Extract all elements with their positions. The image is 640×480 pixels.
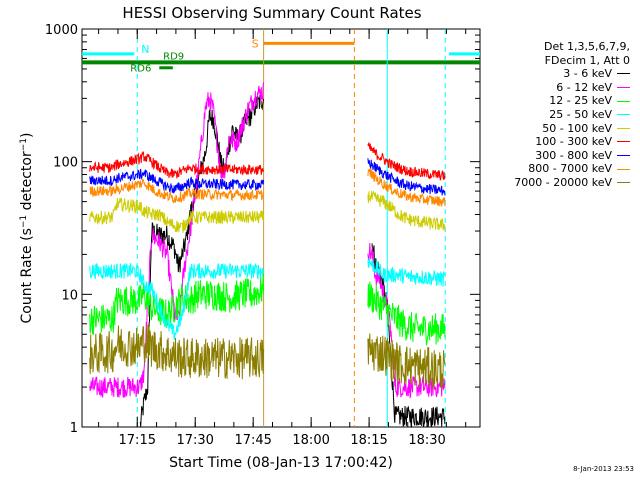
- legend-entry: 800 - 7000 keV: [478, 162, 634, 176]
- x-tick-label: 18:15: [350, 433, 387, 448]
- legend-label: 12 - 25 keV: [549, 94, 612, 108]
- series-line-7: [367, 168, 446, 207]
- rd-label: RD9: [163, 51, 184, 62]
- series-line-3: [89, 262, 265, 340]
- series-line-5: [367, 142, 446, 181]
- series-line-1: [89, 82, 265, 398]
- legend-label: 50 - 100 keV: [542, 121, 612, 135]
- legend-entry: 12 - 25 keV: [478, 94, 634, 108]
- legend-entry: 300 - 800 keV: [478, 149, 634, 163]
- series-line-7: [89, 178, 265, 204]
- series-line-8: [89, 324, 265, 380]
- axes-layer: 1 10 100 1000 17:15 17:30 17:45 18:00 18:15 18:30: [45, 23, 480, 448]
- series-line-8: [367, 333, 446, 390]
- x-tick-label: 17:30: [176, 433, 213, 448]
- series-line-4: [89, 197, 265, 233]
- legend-swatch: [617, 114, 630, 116]
- y-label-end: ): [19, 133, 35, 138]
- legend-swatch: [617, 87, 630, 89]
- legend-swatch: [617, 141, 630, 143]
- legend-label: 25 - 50 keV: [549, 107, 612, 121]
- x-axis-label: Start Time (08-Jan-13 17:00:42): [169, 455, 393, 471]
- plot-timestamp: 8-Jan-2013 23:53: [573, 465, 634, 473]
- y-tick-label: 100: [53, 156, 78, 171]
- y-tick-label: 10: [61, 288, 78, 303]
- series-layer: [89, 82, 446, 429]
- y-tick-label: 1: [70, 421, 78, 436]
- legend-title-line-1: Det 1,3,5,6,7,9,: [543, 40, 630, 53]
- legend-title-line-2: FDecim 1, Att 0: [544, 53, 630, 67]
- series-line-4: [367, 190, 446, 232]
- legend-entry: 6 - 12 keV: [478, 81, 634, 95]
- legend-entry: 7000 - 20000 keV: [478, 176, 634, 190]
- legend-swatch: [617, 73, 630, 75]
- saa-label: S: [252, 37, 259, 50]
- legend-swatch: [617, 100, 630, 102]
- legend-label: 6 - 12 keV: [556, 80, 612, 94]
- legend-entry: 50 - 100 keV: [478, 122, 634, 136]
- series-line-2: [367, 281, 446, 346]
- series-line-5: [89, 150, 265, 179]
- legend-swatch: [617, 182, 630, 184]
- night-label: N: [141, 43, 149, 56]
- rd-label: RD6: [130, 63, 151, 74]
- y-tick-label: 1000: [45, 23, 78, 38]
- plot-frame: [81, 28, 481, 428]
- y-label-sup1: −1: [19, 215, 29, 228]
- series-line-6: [367, 158, 446, 196]
- legend-label: 100 - 300 keV: [535, 135, 612, 149]
- legend: Det 1,3,5,6,7,9, FDecim 1, Att 0 3 - 6 k…: [478, 40, 634, 190]
- y-label-mid: detector: [19, 151, 35, 215]
- series-line-2: [89, 273, 265, 335]
- chart-title: HESSI Observing Summary Count Rates: [122, 4, 421, 22]
- legend-entry: 3 - 6 keV: [478, 67, 634, 81]
- legend-entry: 25 - 50 keV: [478, 108, 634, 122]
- legend-swatch: [617, 168, 630, 170]
- legend-label: 300 - 800 keV: [535, 148, 612, 162]
- y-label-sup2: −1: [19, 138, 29, 151]
- y-label-main: Count Rate (s: [19, 228, 35, 323]
- series-line-0: [371, 243, 446, 429]
- x-tick-label: 17:45: [234, 433, 271, 448]
- legend-entries: 3 - 6 keV 6 - 12 keV 12 - 25 keV 25 - 50 ke…: [478, 67, 634, 189]
- legend-swatch: [617, 127, 630, 129]
- legend-label: 3 - 6 keV: [563, 67, 612, 81]
- x-tick-label: 17:15: [119, 433, 156, 448]
- y-axis-label: Count Rate (s−1 detector−1): [19, 133, 35, 324]
- x-tick-label: 18:00: [292, 433, 329, 448]
- x-tick-label: 18:30: [408, 433, 445, 448]
- series-line-6: [89, 168, 265, 194]
- series-line-3: [367, 257, 446, 287]
- series-line-0: [139, 94, 265, 427]
- series-line-1: [367, 243, 446, 399]
- legend-swatch: [617, 155, 630, 157]
- legend-entry: 100 - 300 keV: [478, 135, 634, 149]
- flag-layer: N S RD6 RD9: [82, 37, 480, 74]
- legend-label: 7000 - 20000 keV: [514, 175, 612, 189]
- legend-label: 800 - 7000 keV: [528, 162, 612, 176]
